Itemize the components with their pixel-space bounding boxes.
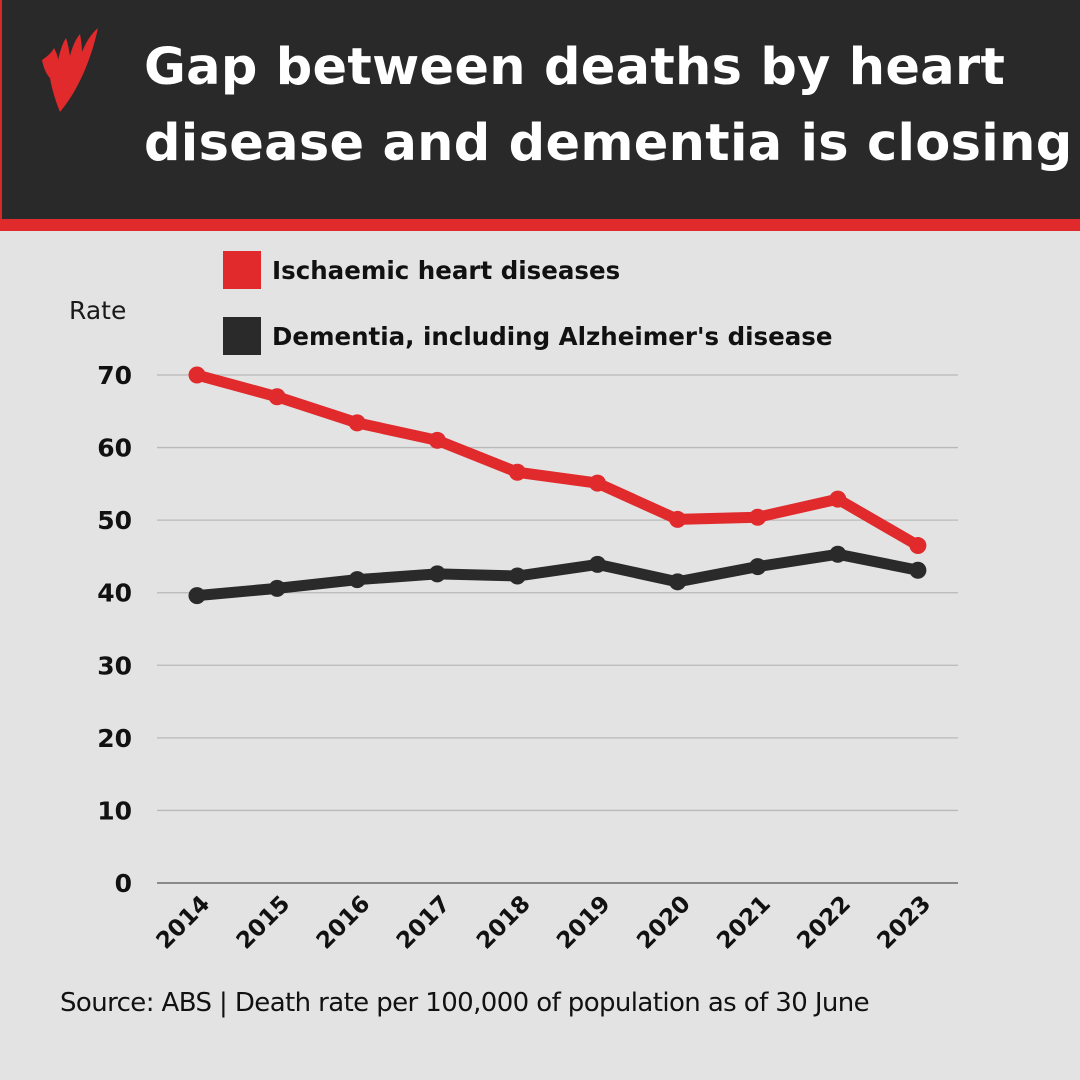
x-tick-label: 2023 (872, 891, 936, 955)
y-tick-label: 70 (97, 361, 132, 390)
x-tick-label: 2022 (792, 891, 856, 955)
data-point (188, 366, 206, 384)
data-point (749, 558, 767, 576)
data-point (829, 490, 847, 508)
series-ischaemic-heart (188, 366, 927, 555)
series-dementia (188, 545, 927, 605)
data-point (508, 463, 526, 481)
x-tick-label: 2014 (152, 891, 216, 955)
title-line-2: disease and dementia is closing (144, 114, 1073, 173)
data-point (669, 510, 687, 528)
data-point (428, 431, 446, 449)
data-point (428, 565, 446, 583)
data-point (268, 388, 286, 406)
y-tick-label: 50 (97, 506, 132, 535)
legend-label: Ischaemic heart diseases (272, 255, 621, 285)
legend-swatch-dark (223, 317, 261, 355)
y-axis-title: Rate (69, 296, 127, 325)
data-point (589, 555, 606, 573)
data-point (749, 508, 767, 526)
x-tick-label: 2021 (712, 891, 776, 955)
data-point (909, 561, 927, 579)
y-tick-label: 20 (97, 724, 132, 753)
data-point (268, 579, 286, 597)
y-tick-label: 30 (97, 651, 132, 680)
x-tick-label: 2015 (232, 891, 296, 955)
data-point (348, 414, 366, 432)
x-tick-label: 2019 (552, 891, 616, 955)
y-tick-label: 60 (97, 434, 132, 463)
legend-label: Dementia, including Alzheimer's disease (272, 321, 833, 351)
title-line-1: Gap between deaths by heart (144, 38, 1006, 97)
data-point (829, 545, 847, 563)
data-point (589, 474, 606, 492)
page-title: Gap between deaths by heart disease and … (144, 30, 1073, 182)
legend-swatch-red (223, 251, 261, 289)
data-point (188, 587, 206, 605)
y-tick-label: 10 (97, 796, 132, 825)
data-point (669, 573, 687, 591)
x-tick-label: 2018 (472, 891, 536, 955)
data-point (909, 537, 927, 555)
header-accent-stripe (0, 219, 1080, 231)
x-tick-label: 2017 (392, 891, 456, 955)
x-tick-label: 2016 (312, 891, 376, 955)
data-point (348, 571, 366, 589)
y-tick-label: 40 (97, 579, 132, 608)
sbs-logo-icon (42, 28, 98, 112)
legend-item-ischaemic: Ischaemic heart diseases (223, 251, 620, 289)
header-banner: Gap between deaths by heart disease and … (0, 0, 1080, 219)
legend-item-dementia: Dementia, including Alzheimer's disease (223, 317, 832, 355)
x-tick-label: 2020 (632, 891, 696, 955)
y-tick-label: 0 (115, 869, 132, 898)
data-point (508, 567, 526, 585)
source-note: Source: ABS | Death rate per 100,000 of … (60, 988, 870, 1018)
